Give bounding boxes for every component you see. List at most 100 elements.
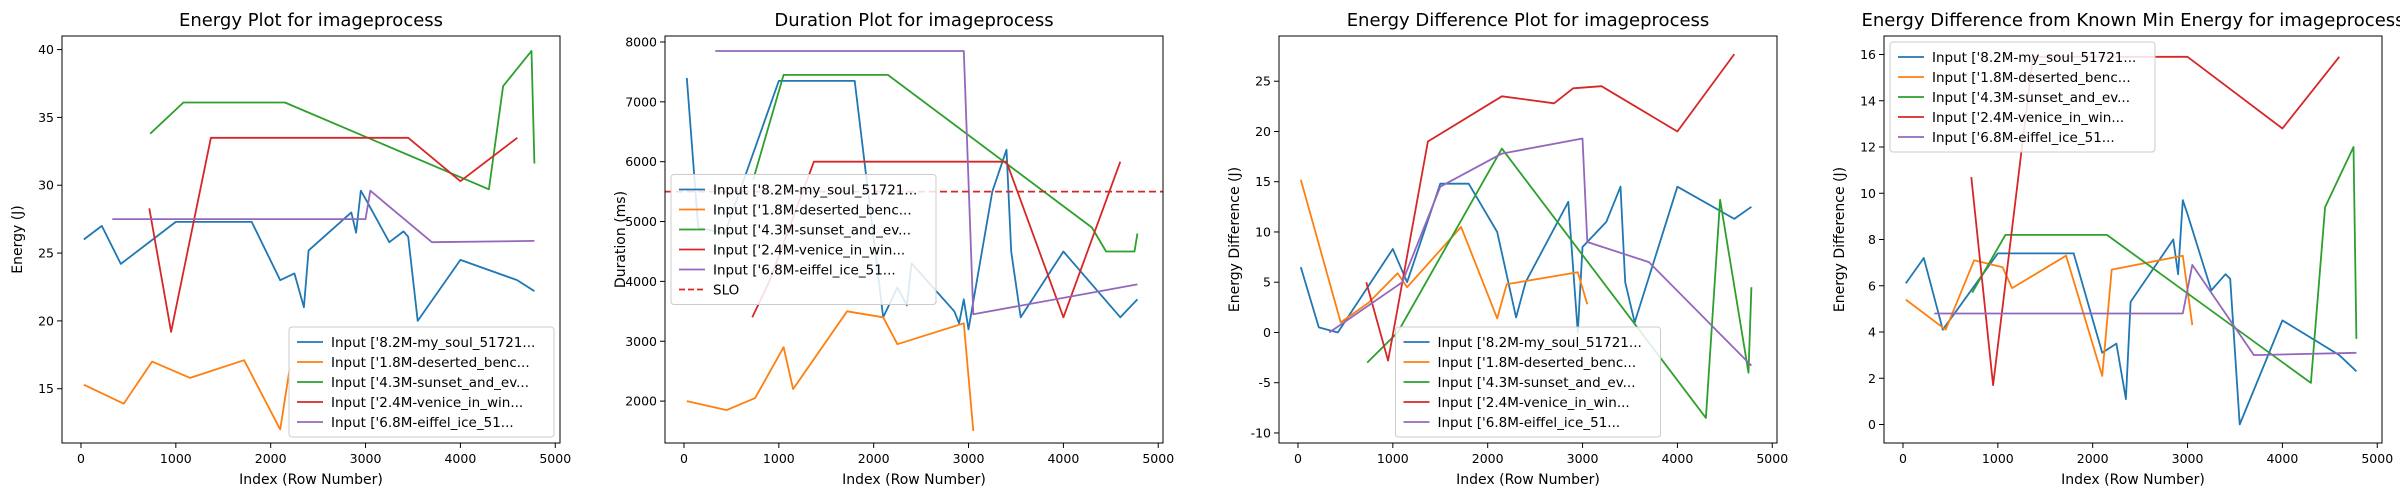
series-line-5 <box>715 50 1138 316</box>
x-tick-label: 3000 <box>953 451 985 466</box>
x-tick-label: 2000 <box>2077 451 2109 466</box>
y-axis-label: Energy Difference (J) <box>1832 167 1848 312</box>
legend-label: Input ['4.3M-sunset_and_ev... <box>1932 90 2130 106</box>
x-tick-label: 0 <box>77 451 85 466</box>
x-tick-label: 4000 <box>1047 451 1079 466</box>
y-tick-label: 4000 <box>625 274 657 289</box>
plot-frame <box>61 35 561 444</box>
series-line-1 <box>1299 182 1752 334</box>
legend-label: Input ['8.2M-my_soul_51721... <box>713 183 917 199</box>
series-line-5 <box>1328 137 1753 367</box>
chart-title: Energy Difference from Known Min Energy … <box>1861 10 2400 31</box>
y-tick-label: 10 <box>1255 224 1271 239</box>
x-axis-label: Index (Row Number) <box>1456 472 1600 488</box>
legend-label: Input ['4.3M-sunset_and_ev... <box>1438 375 1636 391</box>
y-tick-label: 5000 <box>625 214 657 229</box>
x-tick-label: 2000 <box>858 451 890 466</box>
y-tick-label: 5 <box>1263 275 1271 290</box>
legend-label: Input ['2.4M-venice_in_win... <box>331 395 523 411</box>
chart-title: Energy Difference Plot for imageprocess <box>1347 10 1710 31</box>
legend-box <box>1889 41 2156 153</box>
legend-box <box>288 326 555 438</box>
x-tick-label: 1000 <box>763 451 795 466</box>
legend-label: Input ['8.2M-my_soul_51721... <box>1932 50 2136 66</box>
series-line-2 <box>83 359 291 431</box>
y-tick-label: 7000 <box>625 94 657 109</box>
series-line-2 <box>1905 254 2194 377</box>
series-line-5 <box>1934 263 2357 357</box>
y-tick-label: 4 <box>1868 325 1876 340</box>
x-tick-label: 2000 <box>1472 451 1504 466</box>
y-axis-label: Energy (J) <box>10 205 26 274</box>
y-tick-label: 8000 <box>625 34 657 49</box>
legend: Input ['8.2M-my_soul_51721... Input ['1.8… <box>670 174 937 305</box>
legend: Input ['8.2M-my_soul_51721... Input ['1.8… <box>1889 41 2156 153</box>
y-axis-label: Energy Difference (J) <box>1227 167 1243 312</box>
legend-label: Input ['2.4M-venice_in_win... <box>1438 395 1630 411</box>
y-axis-label: Duration (ms) <box>613 191 629 288</box>
chart-4: Energy Difference from Known Min Energy … <box>1832 10 2400 488</box>
series-line-3 <box>149 50 536 191</box>
y-tick-label: 40 <box>38 42 54 57</box>
plot-frame <box>1883 35 2383 444</box>
y-tick-label: -10 <box>1251 425 1271 440</box>
y-tick-label: 20 <box>1255 124 1271 139</box>
legend-label: Input ['6.8M-eiffel_ice_51... <box>1438 415 1621 431</box>
legend-label: Input ['6.8M-eiffel_ice_51... <box>1932 130 2115 146</box>
x-tick-label: 4000 <box>1661 451 1693 466</box>
x-tick-label: 1000 <box>1377 451 1409 466</box>
y-tick-label: 3000 <box>625 334 657 349</box>
chart-title: Energy Plot for imageprocess <box>179 10 443 31</box>
x-tick-label: 5000 <box>539 451 571 466</box>
legend-label: Input ['8.2M-my_soul_51721... <box>1438 335 1642 351</box>
y-tick-label: 16 <box>1860 47 1876 62</box>
y-tick-label: 6000 <box>625 154 657 169</box>
series-line-3 <box>752 74 1139 253</box>
y-tick-label: 30 <box>38 178 54 193</box>
y-tick-label: 35 <box>38 110 54 125</box>
series-line-3 <box>1971 146 2358 384</box>
chart-1: Energy Plot for imageprocess 0 1000 2000 300… <box>10 10 571 488</box>
y-tick-label: 0 <box>1868 417 1876 432</box>
y-tick-label: 12 <box>1860 140 1876 155</box>
x-tick-label: 5000 <box>1756 451 1788 466</box>
legend-label: Input ['1.8M-deserted_benc... <box>1438 355 1637 371</box>
y-tick-label: 2000 <box>625 394 657 409</box>
legend-label: Input ['4.3M-sunset_and_ev... <box>331 375 529 391</box>
legend-label: Input ['1.8M-deserted_benc... <box>331 355 530 371</box>
x-tick-label: 5000 <box>1142 451 1174 466</box>
legend-label: Input ['1.8M-deserted_benc... <box>1932 70 2131 86</box>
x-tick-label: 4000 <box>2266 451 2298 466</box>
series-group <box>83 50 536 431</box>
x-axis-label: Index (Row Number) <box>2061 472 2205 488</box>
y-tick-label: 2 <box>1868 371 1876 386</box>
x-tick-label: 2000 <box>255 451 287 466</box>
y-tick-label: 0 <box>1263 325 1271 340</box>
x-tick-label: 5000 <box>2361 451 2393 466</box>
legend-label: Input ['1.8M-deserted_benc... <box>713 203 912 219</box>
y-tick-label: 14 <box>1860 93 1876 108</box>
legend-label: Input ['8.2M-my_soul_51721... <box>331 335 535 351</box>
plot-frame <box>1278 35 1778 444</box>
y-tick-label: 20 <box>38 313 54 328</box>
y-tick-label: 15 <box>38 381 54 396</box>
y-tick-label: 25 <box>38 246 54 261</box>
y-tick-label: 10 <box>1860 186 1876 201</box>
x-tick-label: 1000 <box>160 451 192 466</box>
x-axis-label: Index (Row Number) <box>842 472 986 488</box>
x-tick-label: 3000 <box>1567 451 1599 466</box>
x-tick-label: 4000 <box>444 451 476 466</box>
legend-label: Input ['2.4M-venice_in_win... <box>713 243 905 259</box>
chart-2: Duration Plot for imageprocess 0 1000 2000 3… <box>613 10 1174 488</box>
y-tick-label: 15 <box>1255 174 1271 189</box>
y-tick-label: 25 <box>1255 74 1271 89</box>
y-tick-label: 6 <box>1868 278 1876 293</box>
legend-label: SLO <box>713 283 739 299</box>
series-group <box>1299 53 1753 419</box>
chart-3: Energy Difference Plot for imageprocess 0… <box>1227 10 1788 488</box>
series-group <box>1905 55 2358 426</box>
legend-label: Input ['4.3M-sunset_and_ev... <box>713 223 911 239</box>
legend-box <box>1395 326 1661 438</box>
legend-label: Input ['2.4M-venice_in_win... <box>1932 110 2124 126</box>
series-line-4 <box>148 136 518 333</box>
